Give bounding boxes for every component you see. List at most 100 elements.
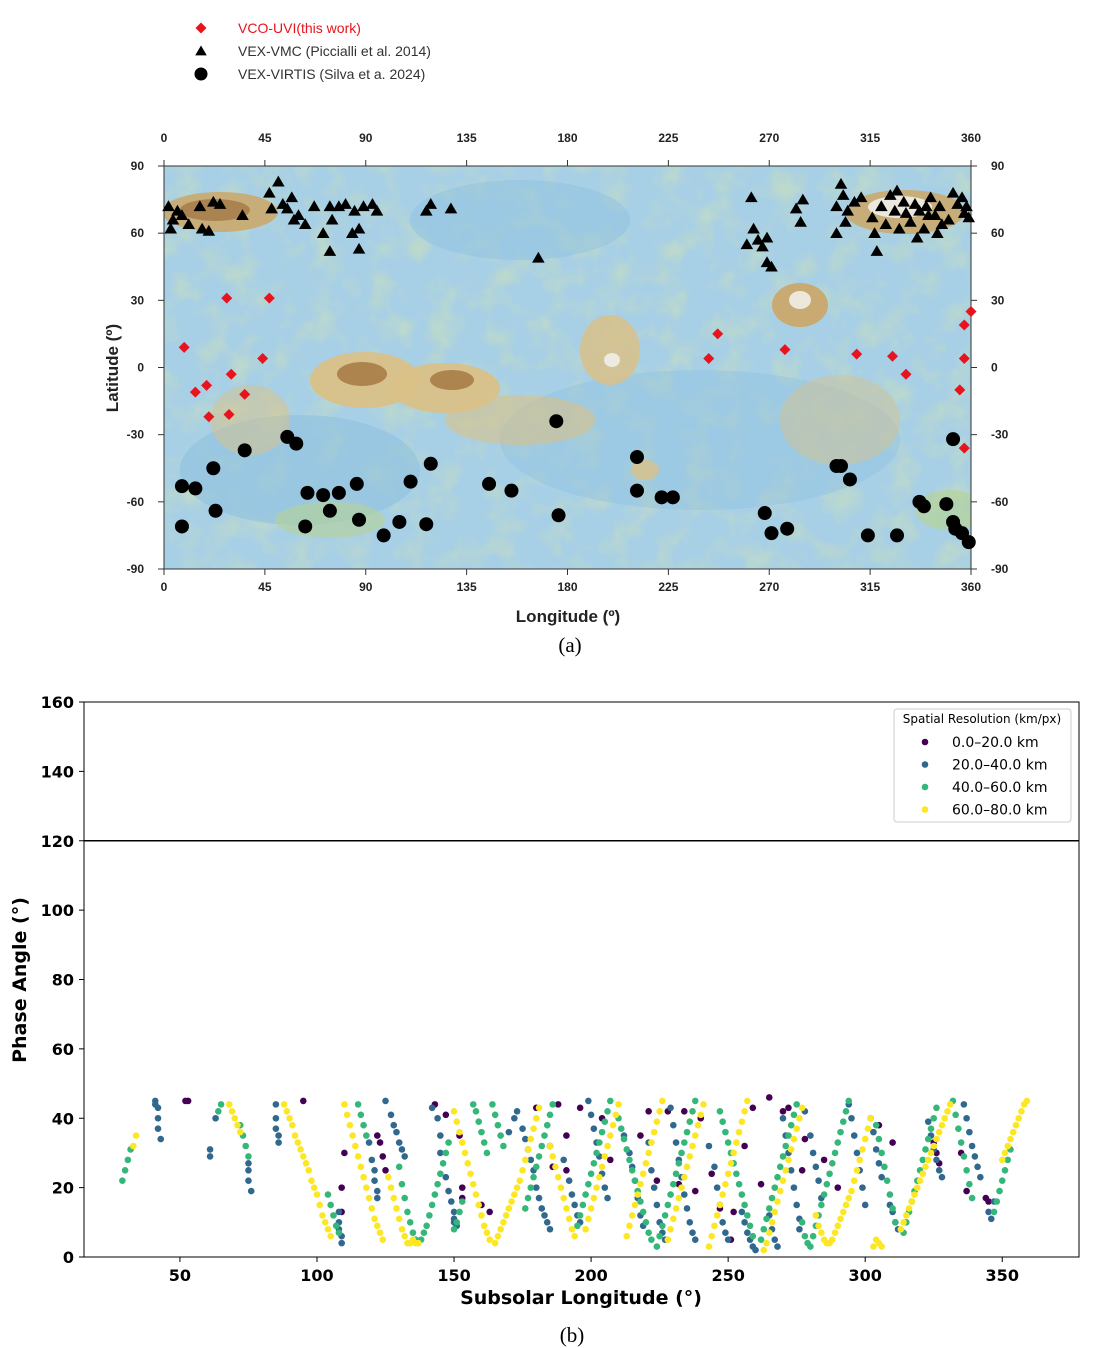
panel-b-axis-ticks: 50 100 150 200 250 300 350 0 20 40 60 80 100 120 140 16… <box>41 693 1019 1285</box>
data-point <box>708 1170 715 1178</box>
data-point <box>670 1121 677 1129</box>
triangle-marker <box>745 191 758 203</box>
triangle-marker <box>794 215 807 227</box>
x-tick-label: 350 <box>986 1266 1019 1285</box>
data-point <box>667 1225 674 1233</box>
data-point <box>680 1173 688 1181</box>
triangle-marker <box>836 189 850 200</box>
data-point <box>582 1191 589 1198</box>
data-point <box>998 1156 1006 1164</box>
data-point <box>760 1246 768 1254</box>
x-tick-label-top: 0 <box>161 131 168 145</box>
x-tick-label: 200 <box>574 1266 607 1285</box>
data-point <box>735 1128 743 1136</box>
data-point <box>683 1128 691 1136</box>
data-point <box>678 1149 685 1157</box>
data-point <box>431 1191 439 1198</box>
x-tick-label: 315 <box>860 580 880 594</box>
data-point <box>393 1205 400 1212</box>
x-tick-label: 270 <box>759 580 779 594</box>
data-point <box>664 1236 672 1243</box>
data-point <box>672 1139 680 1146</box>
data-point <box>604 1142 611 1150</box>
data-point <box>798 1219 806 1226</box>
y-tick-label: 0 <box>137 361 144 375</box>
y-tick-label-right: 30 <box>991 293 1005 307</box>
data-point <box>966 1180 973 1188</box>
data-point <box>494 1121 502 1129</box>
data-point <box>404 1208 411 1216</box>
data-point <box>771 1236 779 1243</box>
data-point <box>801 1232 809 1240</box>
data-point <box>382 1166 389 1174</box>
triangle-marker <box>917 222 931 234</box>
data-point <box>154 1104 162 1112</box>
data-point <box>354 1153 362 1160</box>
data-point <box>845 1097 853 1105</box>
circle-marker <box>376 528 391 543</box>
data-point <box>837 1215 844 1223</box>
triangle-marker <box>213 198 227 209</box>
circle-marker <box>419 517 434 532</box>
data-point <box>686 1153 694 1160</box>
data-point <box>993 1198 1001 1205</box>
x-tick-label: 45 <box>258 580 272 594</box>
triangle-marker <box>942 213 955 225</box>
triangle-marker <box>202 224 216 236</box>
data-point <box>620 1135 628 1143</box>
data-point <box>535 1104 543 1112</box>
data-point <box>985 1208 992 1216</box>
data-point <box>686 1118 694 1126</box>
data-point <box>615 1101 622 1108</box>
data-point <box>848 1114 855 1122</box>
data-point <box>719 1219 726 1226</box>
data-point <box>527 1135 535 1143</box>
triangle-marker <box>875 200 888 212</box>
data-point <box>763 1215 770 1223</box>
data-point <box>757 1180 765 1188</box>
circle-marker <box>392 514 407 529</box>
data-point <box>631 1201 639 1209</box>
data-point <box>659 1222 666 1230</box>
y-tick-label-right: -30 <box>991 428 1009 442</box>
data-point <box>626 1222 633 1230</box>
data-point <box>450 1108 458 1115</box>
data-point <box>458 1184 466 1191</box>
data-point <box>744 1212 751 1219</box>
panel-b-y-axis-label: Phase Angle (°) <box>9 897 31 1063</box>
data-point <box>242 1142 250 1150</box>
diamond-marker <box>712 328 724 340</box>
data-point <box>815 1222 822 1230</box>
y-tick-label: 120 <box>41 832 74 851</box>
data-point <box>944 1108 951 1115</box>
data-point <box>1001 1149 1009 1157</box>
data-point <box>541 1132 548 1139</box>
y-tick-label-right: -90 <box>991 562 1009 576</box>
data-point <box>927 1149 935 1157</box>
panel-b-legend-title: Spatial Resolution (km/px) <box>903 712 1061 726</box>
data-point <box>741 1201 748 1209</box>
triangle-marker <box>913 204 926 216</box>
triangle-marker <box>830 227 843 238</box>
x-tick-label: 300 <box>848 1266 881 1285</box>
data-point <box>960 1153 968 1160</box>
data-point <box>859 1146 866 1153</box>
data-point <box>601 1184 609 1191</box>
data-point <box>475 1118 483 1126</box>
data-point <box>478 1212 485 1219</box>
data-point <box>648 1236 655 1243</box>
data-point <box>801 1135 809 1143</box>
data-point <box>234 1121 241 1129</box>
data-point <box>571 1232 578 1240</box>
series-3-points <box>119 1097 1014 1250</box>
x-tick-label: 180 <box>557 580 577 594</box>
data-point <box>535 1194 543 1202</box>
x-tick-label: 100 <box>300 1266 333 1285</box>
y-tick-label-right: 0 <box>991 361 998 375</box>
data-point <box>839 1118 847 1126</box>
data-point <box>738 1208 746 1216</box>
data-point <box>812 1163 820 1171</box>
data-point <box>872 1146 880 1153</box>
data-point <box>971 1153 979 1160</box>
triangle-marker <box>879 218 893 230</box>
